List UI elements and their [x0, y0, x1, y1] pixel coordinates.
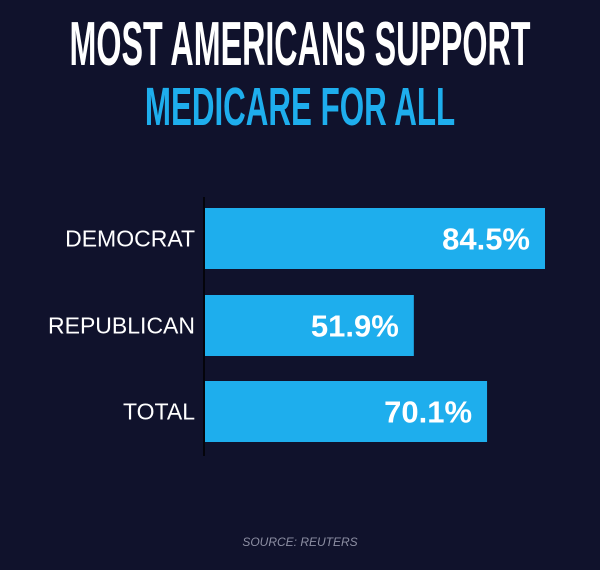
data-label: 84.5%: [442, 222, 530, 257]
chart-title-line1: MOST AMERICANS SUPPORT: [69, 10, 531, 79]
data-label: 70.1%: [384, 395, 472, 430]
category-label: DEMOCRAT: [65, 226, 195, 252]
chart-title-line2: MEDICARE FOR ALL: [144, 77, 456, 137]
data-label: 51.9%: [311, 309, 399, 344]
category-label: TOTAL: [123, 399, 195, 425]
bar-democrat: [205, 208, 545, 269]
bar-republican: [205, 295, 414, 356]
bar-total: [205, 381, 488, 442]
source-note: SOURCE: REUTERS: [242, 535, 358, 549]
category-label: REPUBLICAN: [48, 313, 195, 339]
